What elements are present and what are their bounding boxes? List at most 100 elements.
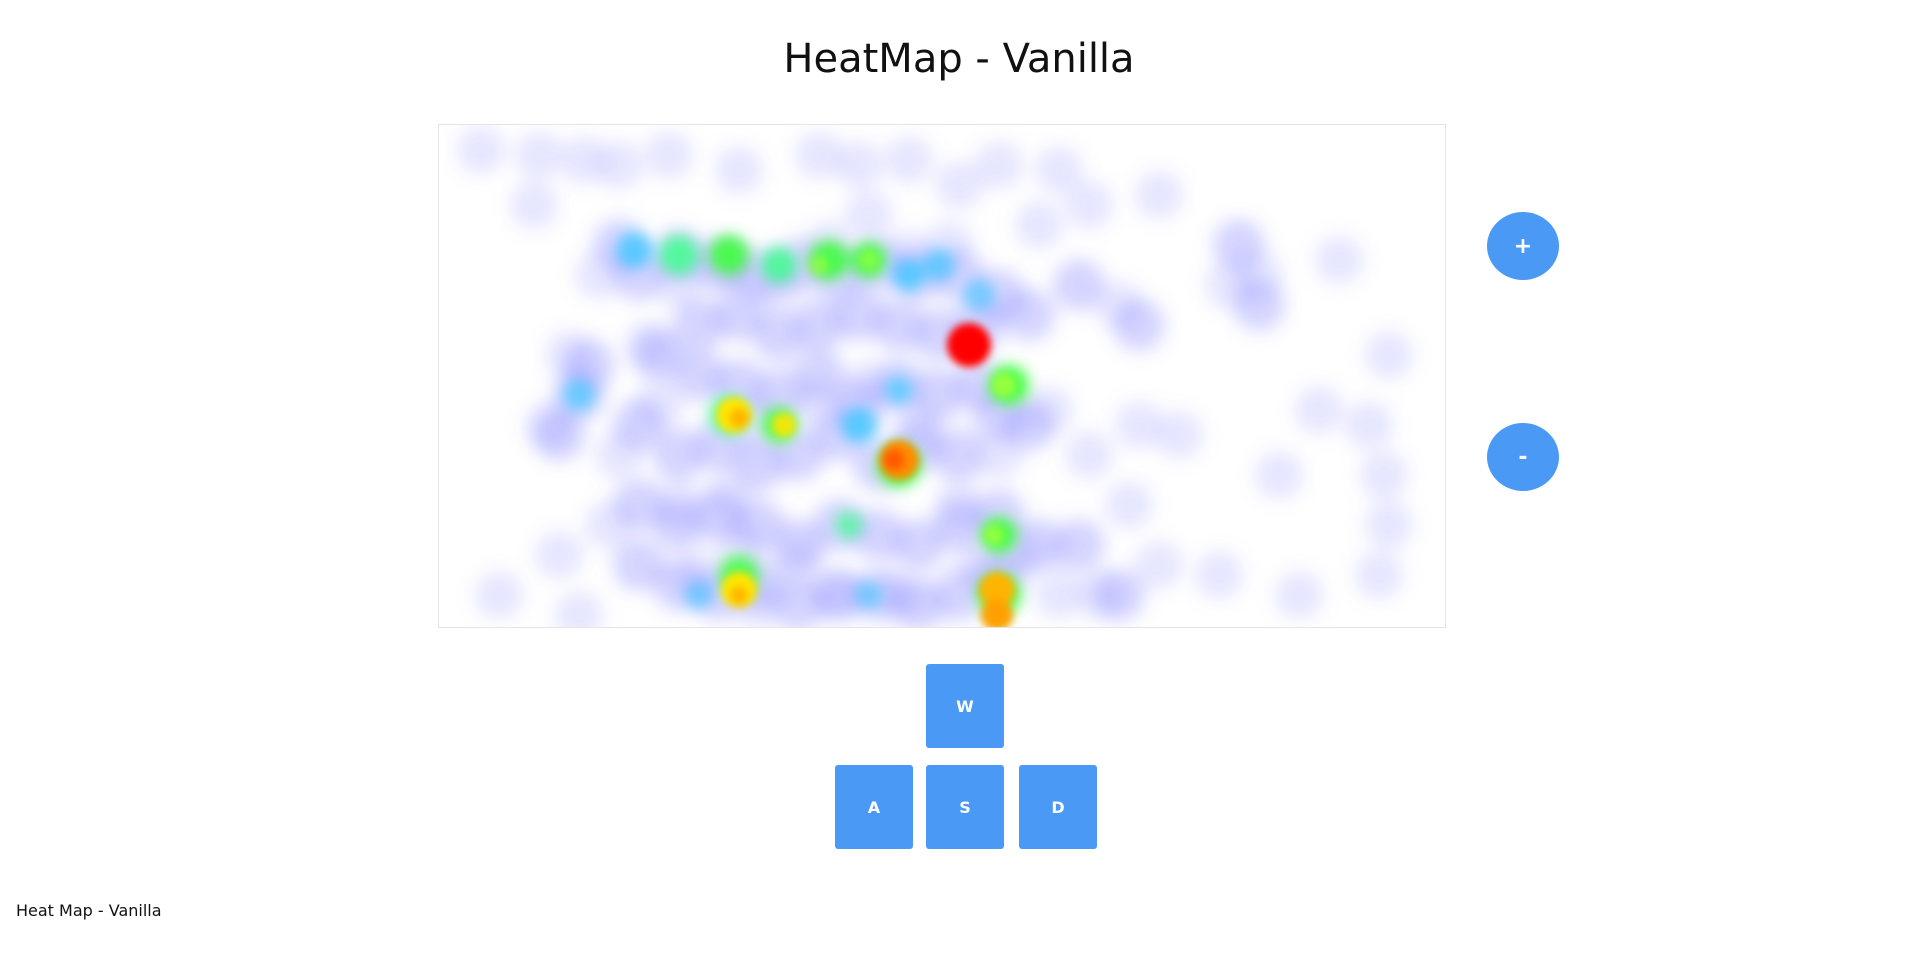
heat-blob-faint xyxy=(1355,551,1403,599)
heat-blob-faint xyxy=(1105,481,1153,529)
heat-blob-blue xyxy=(773,519,825,571)
heat-blob-faint xyxy=(1135,171,1183,219)
heat-blob-faint xyxy=(1035,146,1083,194)
heat-blob-blue xyxy=(1093,569,1145,621)
heat-blob-faint xyxy=(1315,236,1363,284)
heat-blob-faint xyxy=(715,146,763,194)
heat-blob-faint xyxy=(975,141,1023,189)
heat-blob-hot xyxy=(859,250,879,270)
heat-blob-blue xyxy=(1233,279,1285,331)
key-d-button[interactable]: D xyxy=(1019,765,1097,849)
heat-blob-faint xyxy=(835,141,883,189)
heat-blob-faint xyxy=(645,131,693,179)
heat-blob-hot xyxy=(730,586,748,604)
heat-blob-hot xyxy=(809,255,829,275)
heat-blob-blue xyxy=(773,579,825,627)
heat-blob-faint xyxy=(595,141,643,189)
heat-blob-faint xyxy=(560,136,608,184)
heat-blob-warm xyxy=(685,581,713,609)
heat-blob-hot xyxy=(981,599,1013,627)
heat-blob-faint xyxy=(1115,401,1163,449)
heat-blob-faint xyxy=(1155,411,1203,459)
heat-blob-blue xyxy=(533,409,585,461)
heat-blob-warm xyxy=(616,232,652,268)
heat-blob-faint xyxy=(1015,201,1063,249)
heat-blob-warm xyxy=(841,407,877,443)
heat-blob-blue xyxy=(753,369,805,421)
heat-blob-blue xyxy=(753,309,805,361)
heat-blob-hot xyxy=(955,331,983,359)
heat-blob-faint xyxy=(885,136,933,184)
heat-blob-blue xyxy=(873,299,925,351)
heat-blob-faint xyxy=(1365,501,1413,549)
heat-blob-warm xyxy=(893,259,925,291)
heat-blob-blue xyxy=(1053,259,1105,311)
heat-blob-warm xyxy=(923,249,955,281)
key-a-button[interactable]: A xyxy=(835,765,913,849)
heat-blob-hot xyxy=(729,408,749,428)
heat-blob-warm xyxy=(563,379,595,411)
heat-blob-faint xyxy=(1195,551,1243,599)
heat-blob-warm xyxy=(963,279,995,311)
heatmap-svg xyxy=(457,126,1413,627)
heat-blob-warm xyxy=(659,235,699,275)
heat-blob-faint xyxy=(795,131,843,179)
heat-blob-blue xyxy=(653,429,705,481)
heat-blob-faint xyxy=(935,161,983,209)
heat-blob-blue xyxy=(933,429,985,481)
heat-blob-faint xyxy=(1295,386,1343,434)
heat-blob-faint xyxy=(1065,431,1113,479)
heat-blob-blue xyxy=(713,289,765,341)
heat-blob-warm xyxy=(709,235,749,275)
heat-blob-blue xyxy=(613,479,665,531)
footer-text: Heat Map - Vanilla xyxy=(16,901,162,920)
heat-blob-faint xyxy=(1065,181,1113,229)
heat-blob-blue xyxy=(673,349,725,401)
key-s-button[interactable]: S xyxy=(926,765,1004,849)
heat-blob-blue xyxy=(793,349,845,401)
heat-blob-faint xyxy=(1035,571,1083,619)
heat-blob-blue xyxy=(733,439,785,491)
heat-blob-warm xyxy=(761,247,797,283)
heat-blob-hot xyxy=(984,525,1004,545)
heat-blob-hot xyxy=(772,413,796,437)
heat-blob-faint xyxy=(1360,451,1408,499)
heat-blob-faint xyxy=(535,531,583,579)
zoom-in-button[interactable]: + xyxy=(1487,212,1559,280)
heat-blob-blue xyxy=(563,339,615,391)
heat-blob-hot xyxy=(992,373,1016,397)
heat-blob-warm xyxy=(835,511,863,539)
key-w-button[interactable]: W xyxy=(926,664,1004,748)
zoom-out-button[interactable]: - xyxy=(1487,423,1559,491)
heat-blob-blue xyxy=(613,399,665,451)
heat-blob-blue xyxy=(613,539,665,591)
heat-blob-blue xyxy=(1113,299,1165,351)
heat-blob-faint xyxy=(1345,401,1393,449)
heat-blob-faint xyxy=(1365,331,1413,379)
heat-blob-blue xyxy=(913,369,965,421)
heat-blob-blue xyxy=(733,499,785,551)
heat-blob-blue xyxy=(1003,399,1055,451)
heat-blob-hot xyxy=(979,572,1015,608)
heat-blob-blue xyxy=(893,519,945,571)
heat-blob-blue xyxy=(893,579,945,627)
heat-blob-warm xyxy=(855,581,883,609)
heatmap-canvas[interactable] xyxy=(438,124,1446,628)
heat-blob-hot xyxy=(883,449,905,471)
heat-blob-faint xyxy=(457,126,505,174)
heat-blob-faint xyxy=(845,191,893,239)
heat-blob-blue xyxy=(633,329,685,381)
heat-blob-blue xyxy=(813,569,865,621)
heat-blob-blue xyxy=(673,299,725,351)
heat-blob-faint xyxy=(555,591,603,627)
page-title: HeatMap - Vanilla xyxy=(783,36,1135,82)
heat-blob-blue xyxy=(1053,519,1105,571)
heat-layer-hot xyxy=(716,250,1016,627)
heat-blob-blue xyxy=(933,499,985,551)
heat-blob-faint xyxy=(1275,571,1323,619)
heat-blob-blue xyxy=(653,499,705,551)
heat-blob-faint xyxy=(510,181,558,229)
heat-blob-blue xyxy=(1213,219,1265,271)
heat-blob-blue xyxy=(833,289,885,341)
heat-blob-blue xyxy=(773,429,825,481)
